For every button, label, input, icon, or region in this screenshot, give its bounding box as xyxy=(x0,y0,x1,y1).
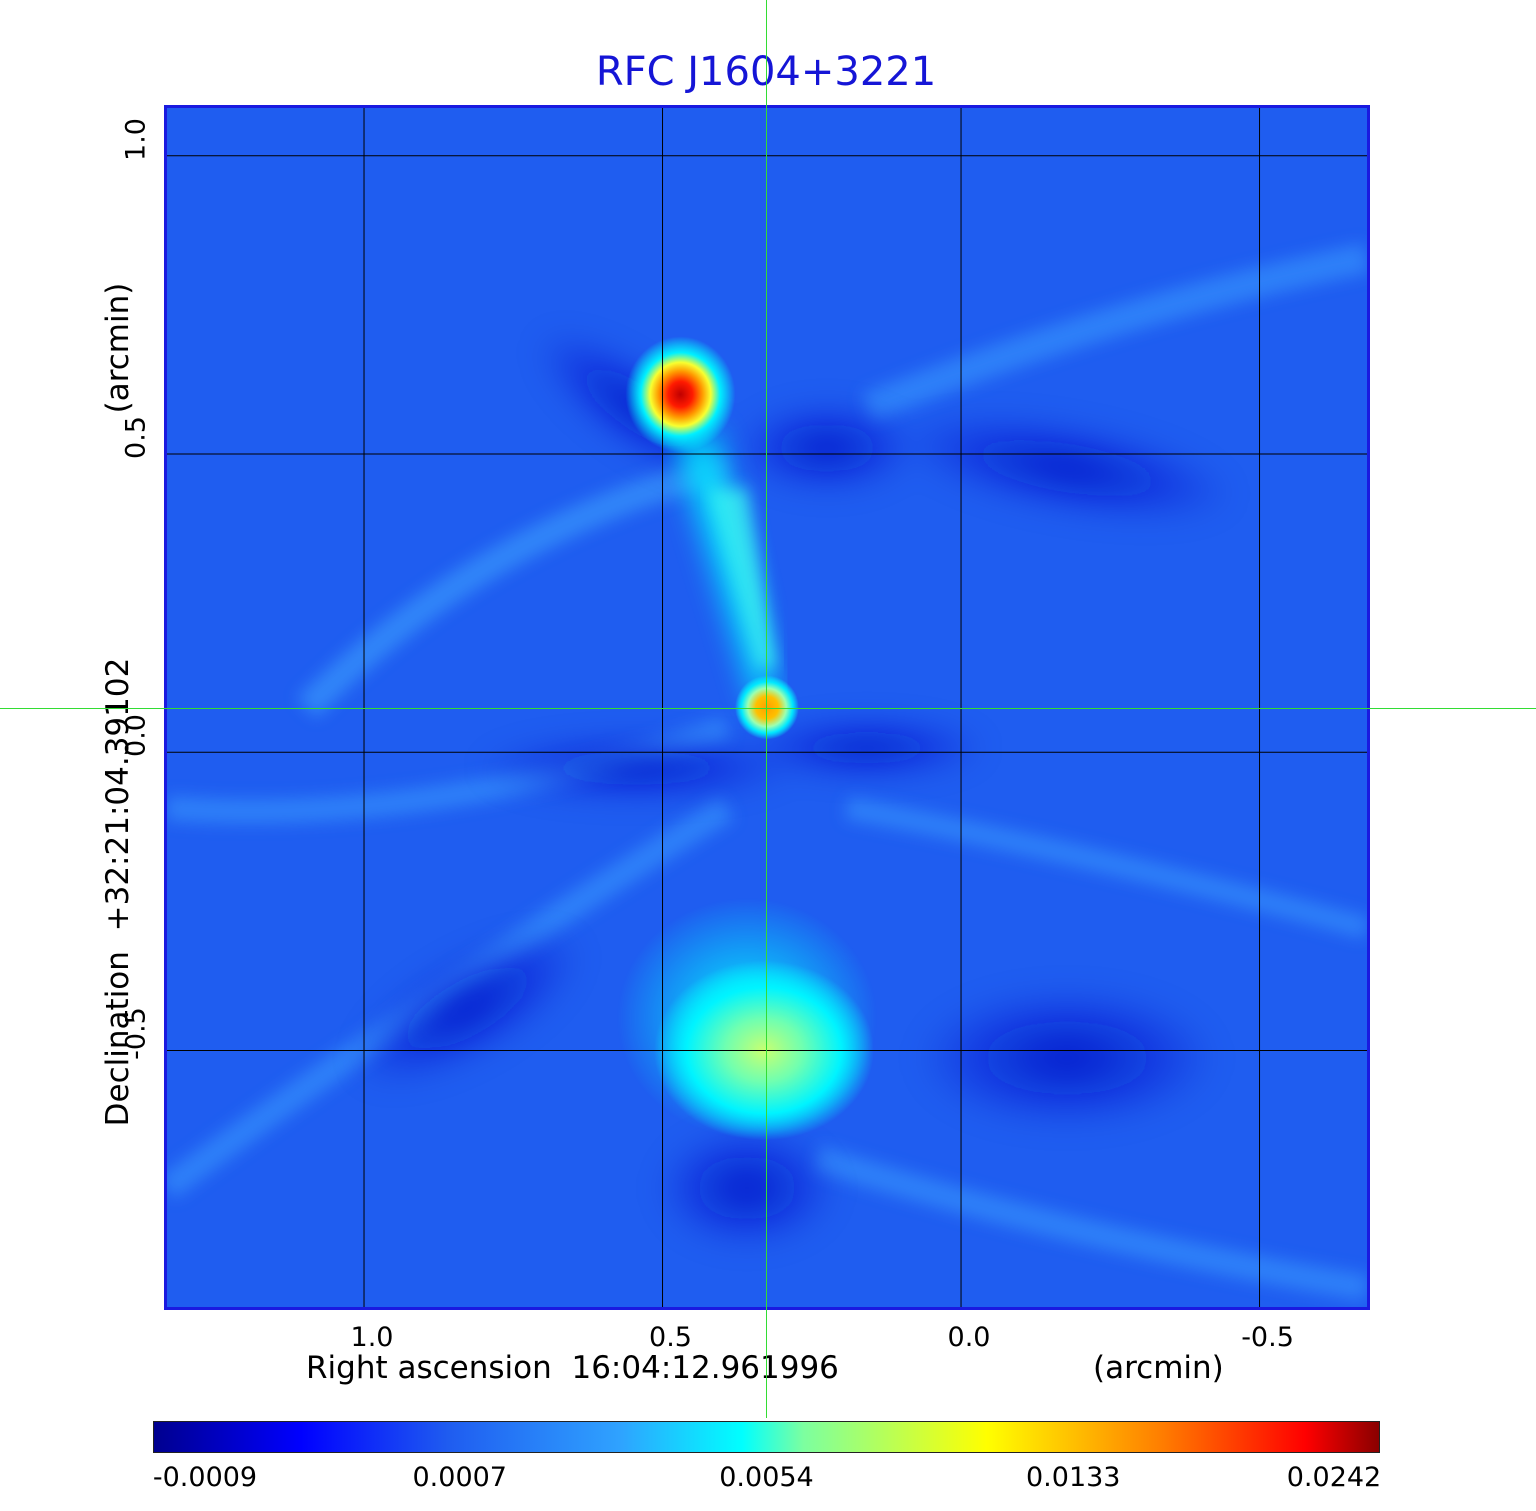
colorbar-tick-label: 0.0242 xyxy=(1286,1462,1382,1493)
colorbar-tick-label: 0.0007 xyxy=(412,1462,507,1493)
y-axis-unit: (arcmin) xyxy=(100,282,136,414)
colorbar-tick-label: 0.0054 xyxy=(719,1462,814,1493)
crosshair-horizontal xyxy=(0,708,1536,709)
crosshair-vertical xyxy=(766,0,767,1418)
y-axis-label: Declination +32:21:04.39102 xyxy=(100,657,136,1127)
image-plot-svg xyxy=(167,108,1367,1307)
colorbar-tick-label: 0.0133 xyxy=(1026,1462,1121,1493)
x-tick-label: 1.0 xyxy=(350,1322,394,1353)
hotspot-north xyxy=(625,336,736,453)
chart-title: RFC J1604+3221 xyxy=(595,49,937,95)
colorbar-tick-label: -0.0009 xyxy=(152,1462,258,1493)
x-axis-unit: (arcmin) xyxy=(1093,1350,1224,1386)
x-axis-label: Right ascension 16:04:12.961996 xyxy=(306,1350,839,1386)
y-tick-label: 1.0 xyxy=(120,117,152,161)
x-tick-label: -0.5 xyxy=(1241,1322,1294,1353)
image-plot-area xyxy=(164,105,1370,1310)
colorbar xyxy=(153,1421,1380,1453)
x-tick-label: 0.0 xyxy=(947,1322,991,1353)
coordinate-grid xyxy=(167,108,1367,1307)
x-tick-label: 0.5 xyxy=(649,1322,692,1353)
core xyxy=(735,675,799,740)
